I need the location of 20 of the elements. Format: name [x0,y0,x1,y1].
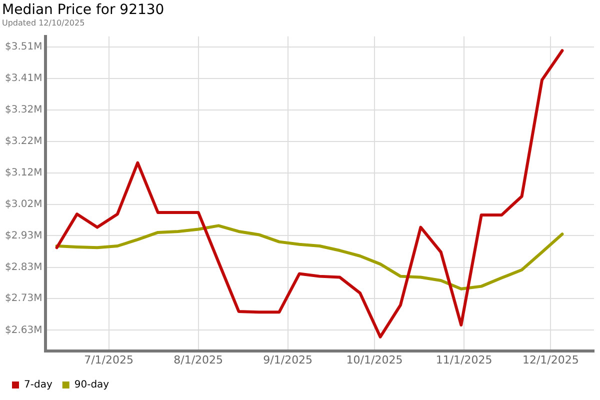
x-tick-label: 9/1/2025 [263,353,313,366]
x-tick-label: 10/1/2025 [346,353,403,366]
legend-label: 7-day [24,380,52,391]
y-tick-label: $3.22M [4,136,42,148]
chart-title: Median Price for 92130 [2,2,164,18]
y-tick-label: $3.51M [4,42,42,53]
y-tick-label: $3.32M [4,104,42,116]
x-tick-label: 12/1/2025 [522,353,579,366]
y-tick-label: $2.93M [4,230,42,242]
y-tick-label: $3.02M [4,198,42,210]
y-tick-label: $2.73M [4,293,42,304]
y-tick-label: $2.63M [4,324,42,336]
y-tick-label: $3.12M [4,167,42,178]
x-tick-label: 8/1/2025 [174,353,224,366]
legend-label: 90-day [74,380,110,391]
chart-subtitle: Updated 12/10/2025 [2,18,85,28]
x-tick-label: 7/1/2025 [84,353,134,366]
y-tick-label: $3.41M [4,73,42,84]
y-tick-label: $2.83M [4,262,42,273]
x-tick-label: 11/1/2025 [436,353,492,366]
